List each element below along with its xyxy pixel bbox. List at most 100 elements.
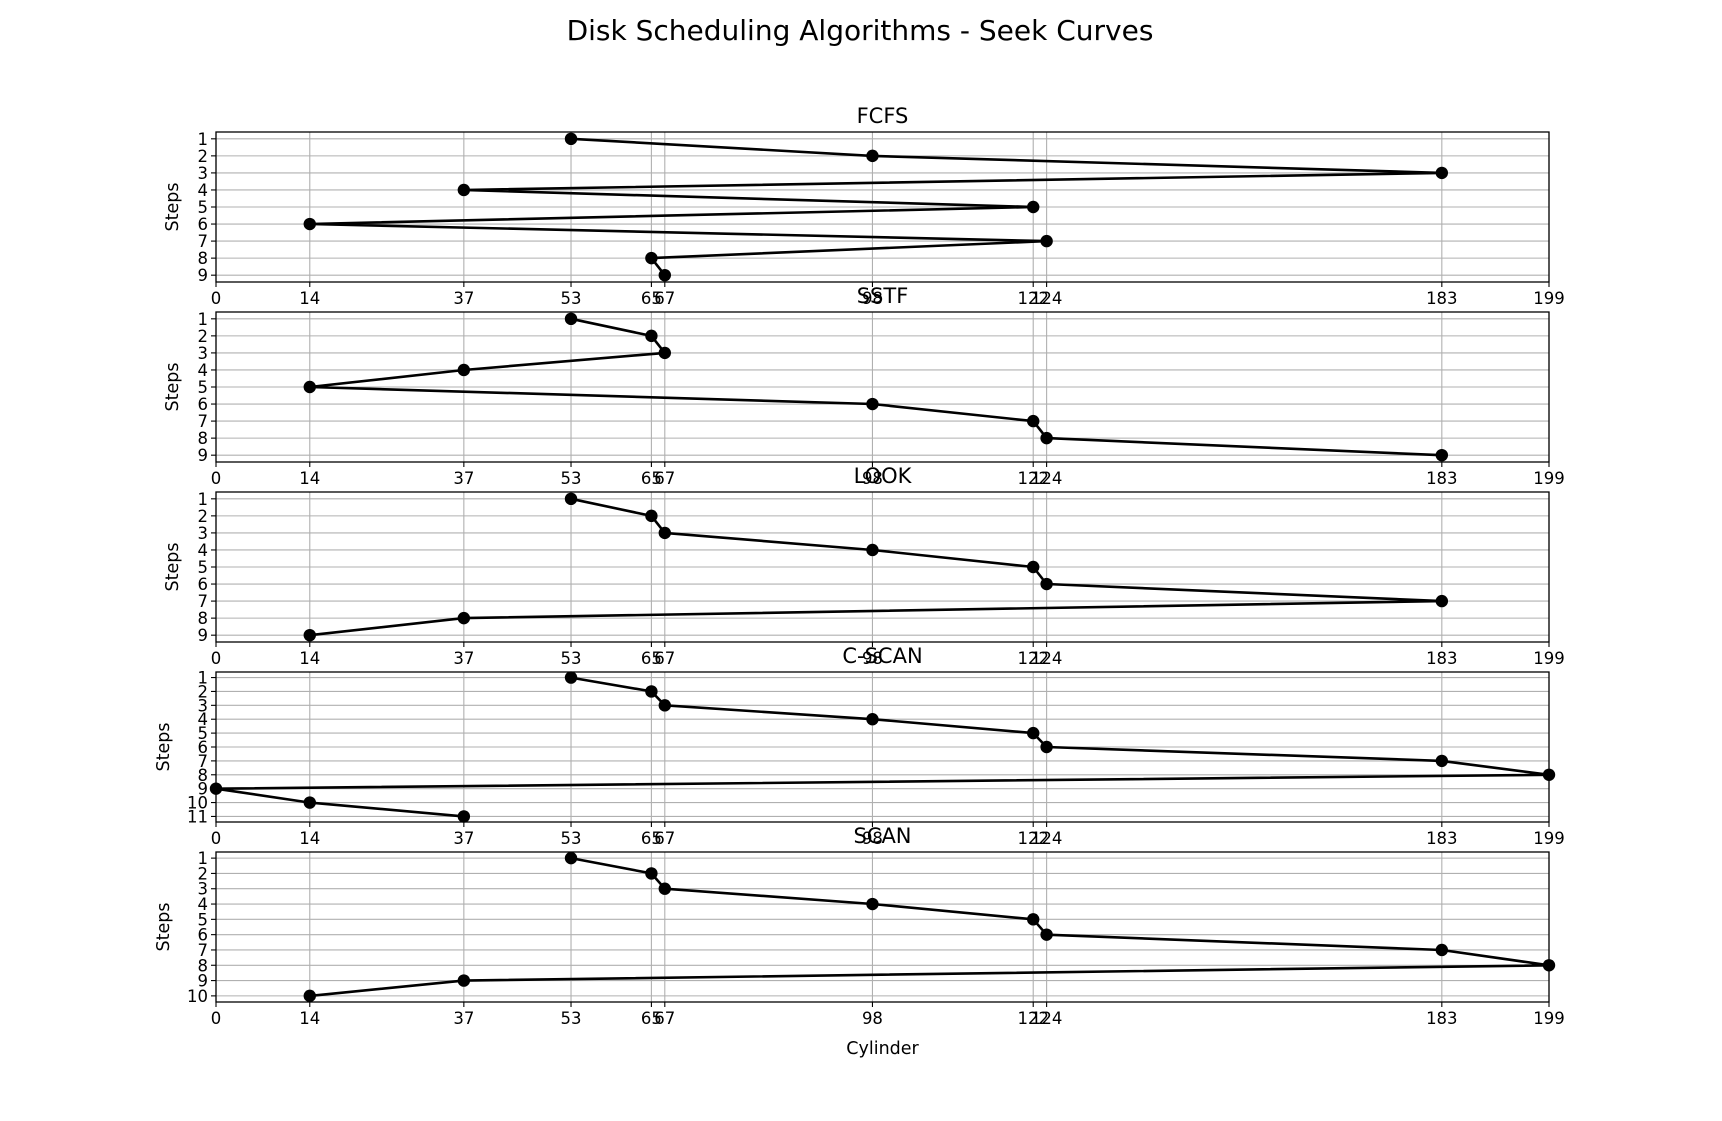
y-tick-label: 6 (198, 738, 209, 757)
seek-point (1027, 414, 1040, 428)
y-tick-label: 2 (198, 507, 209, 526)
x-tick-label: 0 (211, 829, 222, 848)
y-tick-label: 4 (198, 710, 209, 729)
x-tick-label: 14 (299, 649, 320, 668)
y-tick-label: 9 (198, 626, 209, 645)
x-tick-label: 65 (641, 829, 662, 848)
seek-point (645, 685, 658, 698)
seek-point (1040, 234, 1053, 248)
y-tick-label: 1 (198, 130, 209, 149)
y-tick-label: 1 (198, 849, 209, 868)
x-tick-label: 37 (453, 829, 474, 848)
seek-point (1435, 754, 1449, 768)
seek-point (457, 974, 471, 987)
x-tick-label: 0 (211, 289, 222, 308)
y-tick-label: 1 (198, 490, 209, 509)
y-tick-label: 5 (198, 558, 209, 577)
y-tick-label: 8 (198, 609, 209, 628)
seek-point (866, 897, 879, 911)
x-tick-label: 98 (862, 469, 883, 488)
figure-title: Disk Scheduling Algorithms - Seek Curves (567, 14, 1154, 47)
seek-point (457, 810, 471, 823)
x-tick-label: 53 (561, 469, 582, 488)
y-tick-label: 1 (198, 310, 209, 329)
x-tick-label: 67 (654, 649, 675, 668)
y-tick-label: 11 (187, 807, 208, 826)
y-tick-label: 8 (198, 766, 209, 785)
x-tick-label: 199 (1533, 289, 1565, 308)
seek-point (564, 312, 578, 326)
y-tick-label: 4 (198, 541, 209, 560)
x-tick-label: 183 (1426, 289, 1458, 308)
y-tick-label: 9 (198, 972, 209, 991)
x-tick-label: 67 (654, 289, 675, 308)
y-tick-label: 7 (198, 941, 209, 960)
x-tick-label: 199 (1533, 649, 1565, 668)
y-tick-label: 4 (198, 361, 209, 380)
seek-point (1435, 166, 1449, 180)
x-tick-label: 37 (453, 469, 474, 488)
seek-point (1040, 928, 1053, 941)
seek-point (209, 782, 223, 795)
seek-point (457, 611, 471, 625)
seek-point (658, 882, 671, 895)
y-tick-label: 9 (198, 780, 209, 799)
y-tick-label: 4 (198, 181, 209, 200)
x-tick-label: 183 (1426, 1009, 1458, 1028)
subplot-title: FCFS (857, 104, 909, 128)
y-tick-label: 3 (198, 164, 209, 183)
x-tick-label: 14 (299, 289, 320, 308)
seek-point (1435, 943, 1449, 957)
seek-point (866, 713, 879, 726)
y-axis-label: Steps (163, 183, 183, 232)
seek-point (1542, 768, 1556, 781)
x-tick-label: 98 (862, 829, 883, 848)
y-axis-label: Steps (163, 363, 183, 412)
y-tick-label: 6 (198, 575, 209, 594)
x-tick-label: 65 (641, 1009, 662, 1028)
x-tick-label: 124 (1031, 289, 1063, 308)
x-tick-label: 53 (561, 289, 582, 308)
y-tick-label: 2 (198, 327, 209, 346)
seek-point (564, 671, 578, 684)
y-tick-label: 4 (198, 895, 209, 914)
seek-point (564, 492, 578, 506)
y-tick-label: 8 (198, 429, 209, 448)
x-tick-label: 65 (641, 649, 662, 668)
x-tick-label: 0 (211, 649, 222, 668)
x-tick-label: 37 (453, 289, 474, 308)
x-tick-label: 53 (561, 1009, 582, 1028)
seek-point (645, 509, 658, 523)
y-tick-label: 2 (198, 864, 209, 883)
seek-point (1027, 200, 1040, 214)
y-tick-label: 2 (198, 682, 209, 701)
y-tick-label: 6 (198, 215, 209, 234)
x-axis-label: Cylinder (846, 1039, 919, 1059)
y-axis-label: Steps (154, 903, 174, 952)
x-tick-label: 53 (561, 649, 582, 668)
seek-point (1027, 560, 1040, 574)
x-tick-label: 98 (862, 1009, 883, 1028)
x-tick-label: 98 (862, 289, 883, 308)
x-tick-label: 53 (561, 829, 582, 848)
y-tick-label: 3 (198, 344, 209, 363)
x-tick-label: 14 (299, 829, 320, 848)
seek-point (866, 149, 879, 163)
x-tick-label: 183 (1426, 649, 1458, 668)
subplot-title: SCAN (853, 824, 911, 848)
x-tick-label: 124 (1031, 1009, 1063, 1028)
x-tick-label: 124 (1031, 649, 1063, 668)
y-tick-label: 8 (198, 956, 209, 975)
y-tick-label: 7 (198, 592, 209, 611)
seek-point (303, 628, 316, 642)
plot-frame (215, 851, 1550, 1003)
seek-point (1040, 577, 1053, 591)
x-tick-label: 122 (1017, 829, 1049, 848)
seek-point (866, 397, 879, 411)
y-tick-label: 5 (198, 198, 209, 217)
